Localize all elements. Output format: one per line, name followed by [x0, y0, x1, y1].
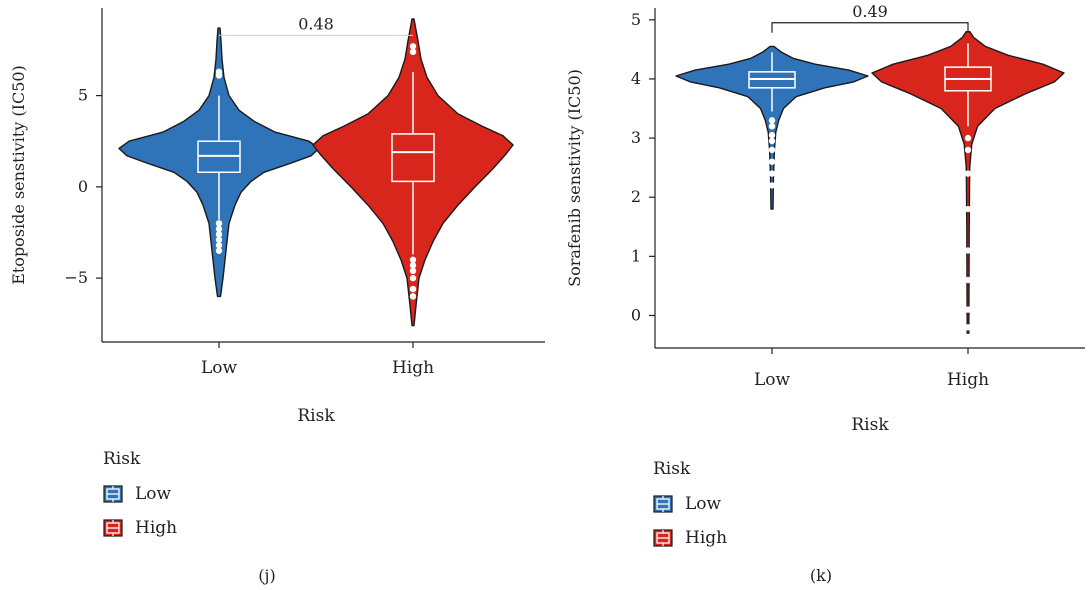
- comparison-p-value: 0.49: [852, 2, 888, 21]
- outlier-point: [215, 247, 223, 254]
- outlier-point: [409, 256, 417, 264]
- outlier-point: [409, 262, 417, 269]
- legend-label-high: High: [135, 518, 178, 538]
- legend-title: Risk: [653, 459, 691, 479]
- outlier-point: [964, 205, 972, 213]
- violin-high: [312, 18, 514, 327]
- violin-low: [675, 45, 869, 210]
- panel-caption-j: (j): [258, 566, 276, 585]
- panel-k: 5 4 3 2 1 0 Sorafenib senstivity (IC50) Risk Low…: [565, 2, 1085, 435]
- y-tick-label: 2: [631, 187, 641, 206]
- legend-key-high: [653, 529, 673, 547]
- legend-label-high: High: [685, 528, 728, 548]
- outlier-point: [964, 324, 972, 331]
- outlier-point: [768, 123, 776, 130]
- outlier-point: [768, 137, 776, 145]
- y-tick-label: 5: [78, 86, 88, 105]
- legend-item-high: High: [653, 521, 727, 555]
- violin-body: [312, 18, 514, 327]
- y-tick-label: 1: [631, 246, 641, 265]
- violin-body: [871, 31, 1065, 334]
- outlier-point: [964, 170, 972, 177]
- outlier-point: [964, 146, 972, 154]
- x-tick-label: High: [947, 370, 989, 390]
- outlier-point: [768, 182, 776, 189]
- legend-key-low: [103, 485, 123, 503]
- y-tick-label: 0: [78, 177, 88, 196]
- x-tick-label: High: [392, 358, 434, 378]
- outlier-point: [409, 293, 417, 300]
- outlier-point: [409, 267, 417, 275]
- outlier-point: [964, 276, 972, 284]
- outlier-point: [409, 48, 417, 56]
- outlier-point: [964, 134, 972, 142]
- legend-key-high: [103, 519, 123, 537]
- outlier-point: [768, 170, 776, 177]
- comparison-bracket: [771, 22, 969, 33]
- x-tick-label: Low: [201, 358, 238, 378]
- y-tick-label: 5: [631, 10, 641, 29]
- legend-label-low: Low: [685, 494, 722, 514]
- legend-j: Risk Low High: [103, 449, 177, 545]
- outlier-point: [215, 231, 223, 238]
- y-tick-label: −5: [64, 268, 88, 287]
- x-tick-label: Low: [754, 370, 791, 390]
- violin-body: [118, 27, 320, 298]
- y-tick-label: 0: [631, 305, 641, 324]
- panel-j: 5 0 −5 Etoposide senstivity (IC50) Risk Low Hi…: [9, 8, 545, 426]
- outlier-point: [215, 242, 223, 249]
- legend-item-high: High: [103, 511, 177, 545]
- y-axis-label: Etoposide senstivity (IC50): [9, 65, 28, 285]
- y-axis-label: Sorafenib senstivity (IC50): [565, 69, 584, 287]
- outlier-point: [964, 306, 972, 313]
- legend-item-low: Low: [103, 477, 177, 511]
- outlier-point: [768, 131, 776, 139]
- y-tick-label: 4: [631, 69, 641, 88]
- panel-caption-k: (k): [809, 566, 833, 585]
- legend-item-low: Low: [653, 487, 727, 521]
- outlier-point: [768, 146, 776, 154]
- violin-low: [118, 27, 320, 298]
- outlier-point: [215, 236, 223, 243]
- outlier-point: [768, 158, 776, 165]
- x-axis-label: Risk: [851, 415, 889, 435]
- outlier-point: [409, 43, 417, 50]
- legend-label-low: Low: [135, 484, 172, 504]
- legend-k: Risk Low High: [653, 459, 727, 555]
- outlier-point: [964, 247, 972, 254]
- box-iqr: [391, 133, 435, 183]
- outlier-point: [215, 220, 223, 227]
- y-tick-label: 3: [631, 128, 641, 147]
- outlier-point: [768, 117, 776, 124]
- legend-title: Risk: [103, 449, 141, 469]
- violin-high: [871, 31, 1065, 334]
- legend-key-low: [653, 495, 673, 513]
- outlier-point: [215, 225, 223, 233]
- outlier-point: [215, 68, 223, 76]
- outlier-point: [409, 285, 417, 293]
- outlier-point: [409, 274, 417, 282]
- comparison-p-value: 0.48: [298, 14, 334, 33]
- x-axis-label: Risk: [297, 406, 335, 426]
